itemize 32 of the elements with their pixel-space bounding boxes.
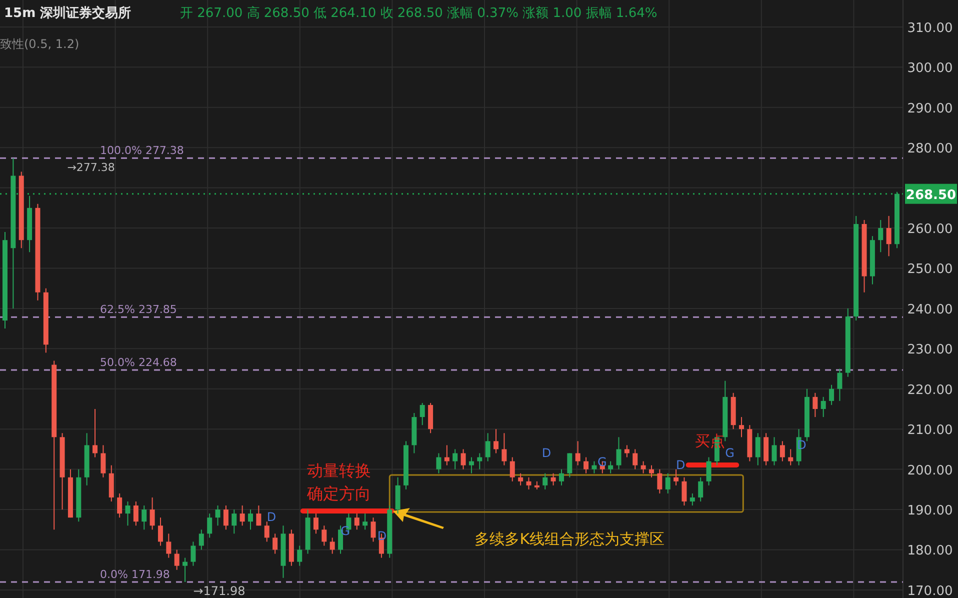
y-tick-label: 280.00 <box>907 142 953 157</box>
ref-line-label: 50.0% 224.68 <box>100 356 177 370</box>
ref-line-label: 0.0% 171.98 <box>100 568 170 581</box>
annotation: 多续多K线组合形态为支撑区 <box>474 530 665 548</box>
annotation: →171.98 <box>193 584 246 598</box>
y-tick-label: 210.00 <box>907 423 953 438</box>
y-tick-label: 170.00 <box>907 584 953 598</box>
y-tick-label: 300.00 <box>907 61 953 76</box>
y-tick-label: 250.00 <box>907 262 953 278</box>
y-tick-label: 230.00 <box>907 342 953 358</box>
annotation: 致性(0.5, 1.2) <box>0 37 80 51</box>
y-tick-label: 220.00 <box>907 382 953 398</box>
annotation: 动量转换 <box>306 461 371 480</box>
ref-line-label: 268.50 <box>906 188 956 203</box>
ref-line-label: 62.5% 237.85 <box>100 303 177 316</box>
annotation: D <box>266 510 276 524</box>
annotation: D <box>676 458 686 472</box>
y-tick-label: 260.00 <box>907 222 953 238</box>
y-tick-label: 180.00 <box>907 544 953 559</box>
y-tick-label: 310.00 <box>907 20 953 36</box>
annotation: →277.38 <box>67 161 115 174</box>
ref-line-label: 100.0% 277.38 <box>100 144 184 158</box>
y-tick-label: 240.00 <box>907 302 953 318</box>
annotation: 确定方向 <box>306 484 371 503</box>
text: 开 267.00 高 268.50 低 264.10 收 268.50 涨幅 0.37% 涨额 1.00 振幅 1.64% <box>180 5 658 21</box>
annotation: G <box>725 446 734 460</box>
text: 15m 深圳证券交易所 <box>4 5 132 21</box>
y-tick-label: 190.00 <box>907 504 953 519</box>
annotation: G <box>597 455 607 469</box>
y-tick-label: 200.00 <box>907 463 953 478</box>
annotation: D <box>542 446 552 460</box>
y-tick-label: 290.00 <box>907 101 953 116</box>
